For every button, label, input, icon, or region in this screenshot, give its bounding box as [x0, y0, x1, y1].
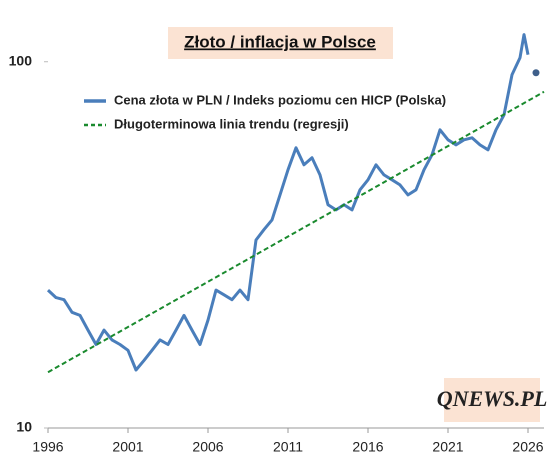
chart-title: Złoto / inflacja w Polsce: [184, 32, 376, 51]
y-tick-label: 100: [9, 52, 33, 68]
x-tick-label: 2026: [512, 439, 543, 455]
annotation: QNEWS.PL: [437, 386, 548, 411]
x-tick-label: 2016: [352, 439, 383, 455]
x-tick-label: 2021: [432, 439, 463, 455]
legend-label: Cena złota w PLN / Indeks poziomu cen HI…: [114, 92, 446, 107]
point: [532, 69, 540, 77]
title-box: [168, 27, 393, 59]
x-tick-label: 2011: [273, 439, 303, 455]
legend-label: Długoterminowa linia trendu (regresji): [114, 116, 349, 131]
logo-box: [444, 378, 540, 422]
x-tick-label: 2006: [192, 439, 223, 455]
x-tick-label: 1996: [32, 439, 63, 455]
x-tick-label: 2001: [112, 439, 143, 455]
trend-line: [47, 90, 545, 374]
line: [46, 33, 530, 372]
y-tick-label: 10: [16, 419, 32, 435]
